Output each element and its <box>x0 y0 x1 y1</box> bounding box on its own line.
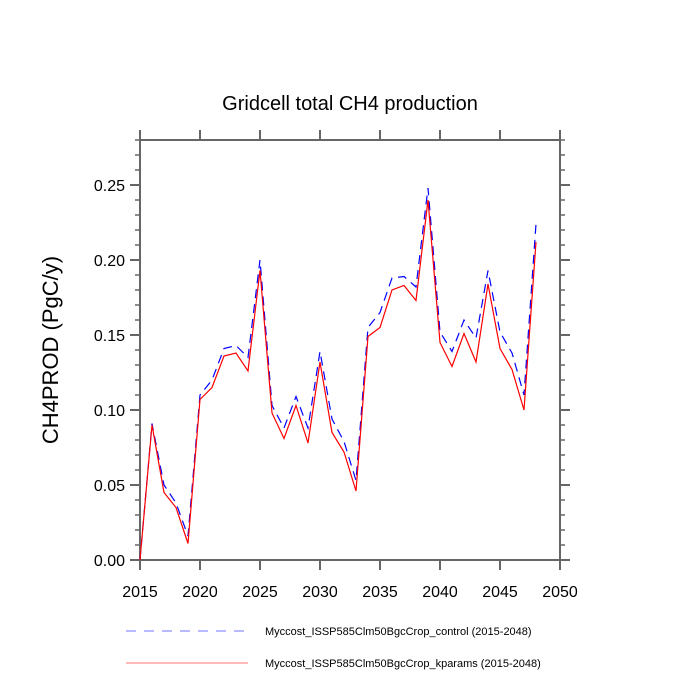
x-tick-label: 2035 <box>362 584 398 601</box>
y-tick-label: 0.25 <box>94 178 125 195</box>
series-lines <box>139 187 537 561</box>
x-tick-label: 2020 <box>182 584 218 601</box>
series-line-kparams <box>139 199 537 561</box>
x-tick-label: 2050 <box>542 584 578 601</box>
y-tick-label: 0.15 <box>94 328 125 345</box>
x-tick-label: 2030 <box>302 584 338 601</box>
plot-frame <box>139 139 561 561</box>
x-ticks: 2015 2020 2025 2030 2035 2040 2045 2050 <box>122 130 578 601</box>
legend-item-control: Myccost_ISSP585Clm50BgcCrop_control (201… <box>126 626 532 638</box>
y-tick-label: 0.20 <box>94 253 125 270</box>
legend: Myccost_ISSP585Clm50BgcCrop_control (201… <box>126 626 541 670</box>
x-tick-label: 2015 <box>122 584 158 601</box>
y-axis-label: CH4PROD (PgC/y) <box>38 256 63 444</box>
series-line-control <box>139 187 537 561</box>
chart-title: Gridcell total CH4 production <box>222 93 478 115</box>
legend-label-kparams: Myccost_ISSP585Clm50BgcCrop_kparams (201… <box>265 658 541 670</box>
y-ticks: 0.00 0.05 0.10 0.15 0.20 0.25 <box>94 139 570 570</box>
x-tick-label: 2045 <box>482 584 518 601</box>
legend-item-kparams: Myccost_ISSP585Clm50BgcCrop_kparams (201… <box>126 658 541 670</box>
y-tick-label: 0.10 <box>94 403 125 420</box>
legend-label-control: Myccost_ISSP585Clm50BgcCrop_control (201… <box>265 626 532 638</box>
y-tick-label: 0.05 <box>94 478 125 495</box>
x-tick-label: 2025 <box>242 584 278 601</box>
x-tick-label: 2040 <box>422 584 458 601</box>
y-tick-label: 0.00 <box>94 553 125 570</box>
plot-area: 2015 2020 2025 2030 2035 2040 2045 2050 0.000.0… <box>94 130 578 601</box>
